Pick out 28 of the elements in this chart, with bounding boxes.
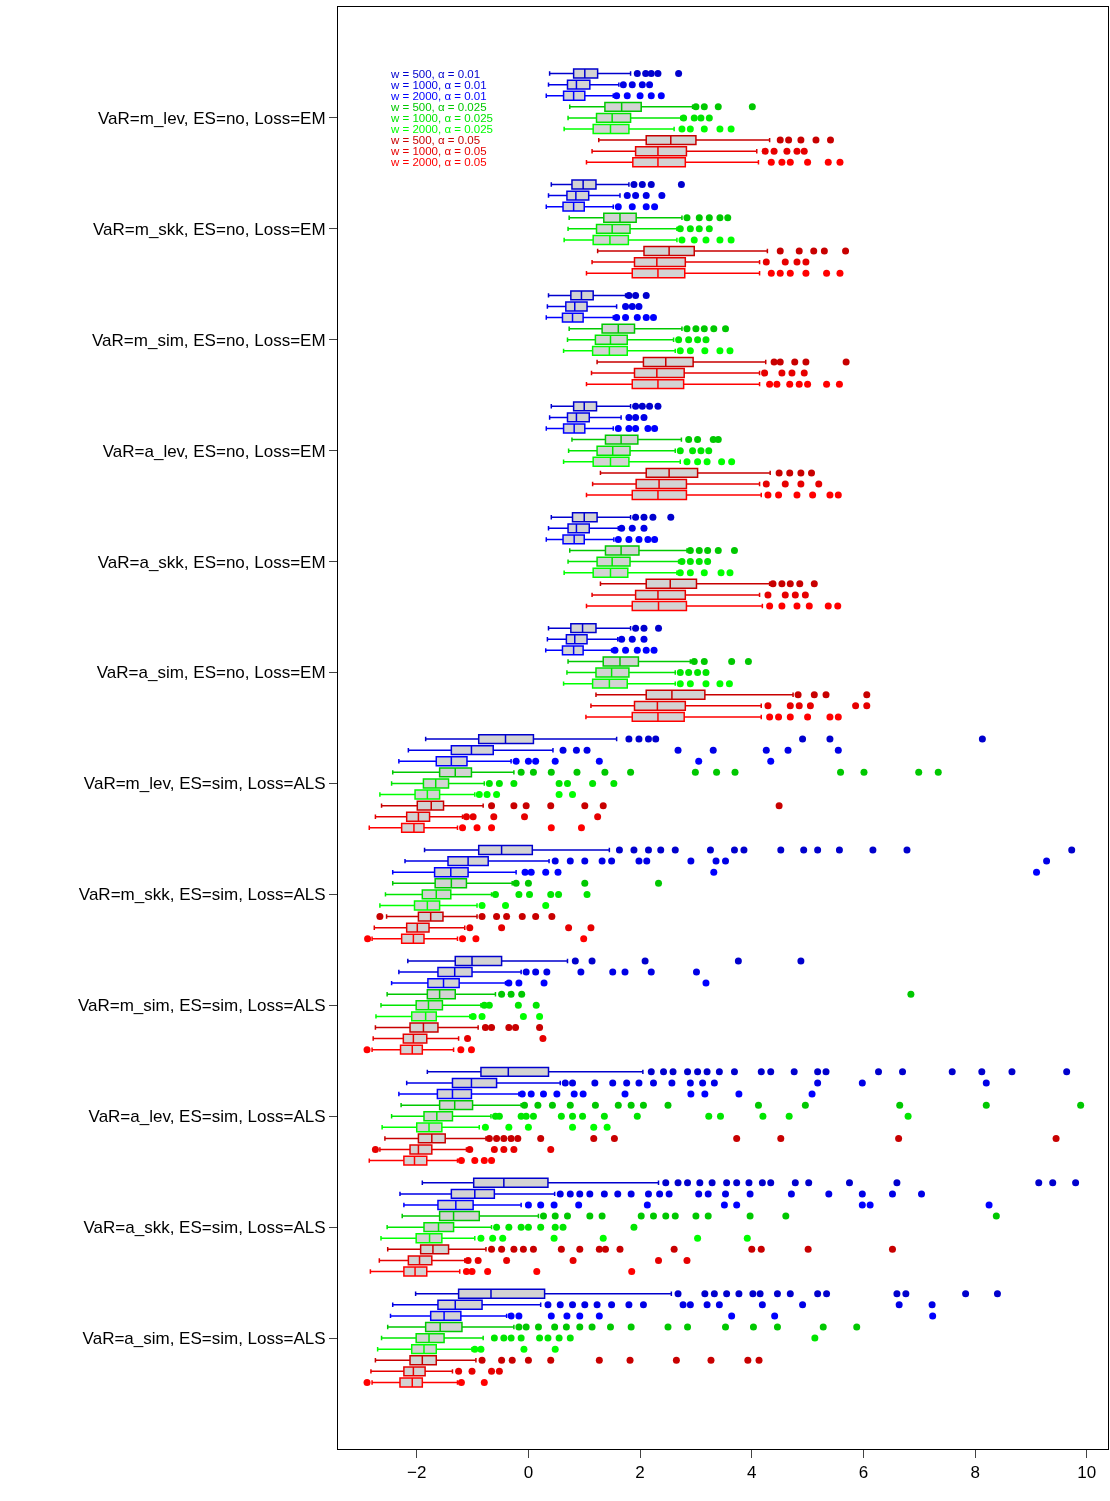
- text: w = 1000, α = 0.025: [390, 112, 493, 124]
- y-tick-label: VaR=m_lev, ES=no, Loss=EM: [98, 108, 326, 128]
- text: w = 500, α = 0.025: [390, 101, 487, 113]
- text: w = 500, α = 0.05: [390, 134, 481, 146]
- y-tick-label: VaR=m_sim, ES=no, Loss=EM: [92, 330, 326, 350]
- y-tick-label: VaR=a_lev, ES=sim, Loss=ALS: [88, 1107, 326, 1127]
- text: w = 500, α = 0.01: [390, 68, 481, 80]
- text: w = 1000, α = 0.01: [390, 79, 487, 91]
- y-tick-label: VaR=a_skk, ES=no, Loss=EM: [97, 552, 326, 572]
- y-tick-label: VaR=a_lev, ES=no, Loss=EM: [102, 441, 326, 461]
- text: w = 2000, α = 0.01: [390, 90, 487, 102]
- x-tick-label: 2: [635, 1463, 645, 1483]
- x-tick-label: 0: [523, 1463, 534, 1483]
- text: w = 1000, α = 0.05: [390, 145, 487, 157]
- y-tick-label: VaR=a_skk, ES=sim, Loss=ALS: [83, 1218, 326, 1238]
- x-tick-label: 4: [747, 1463, 757, 1483]
- y-tick-label: VaR=m_skk, ES=sim, Loss=ALS: [78, 885, 326, 905]
- x-tick-label: 6: [858, 1463, 869, 1483]
- x-tick-label: 8: [970, 1463, 980, 1483]
- text: w = 2000, α = 0.025: [390, 123, 493, 135]
- x-tick-label: −2: [407, 1463, 427, 1483]
- y-tick-label: VaR=m_lev, ES=sim, Loss=ALS: [83, 774, 326, 794]
- y-tick-label: VaR=m_sim, ES=sim, Loss=ALS: [77, 996, 326, 1016]
- y-tick-label: VaR=m_skk, ES=no, Loss=EM: [92, 219, 326, 239]
- text: w = 2000, α = 0.05: [390, 156, 487, 168]
- y-tick-label: VaR=a_sim, ES=sim, Loss=ALS: [82, 1329, 326, 1349]
- y-tick-label: VaR=a_sim, ES=no, Loss=EM: [96, 663, 326, 683]
- x-tick-label: 10: [1077, 1463, 1097, 1483]
